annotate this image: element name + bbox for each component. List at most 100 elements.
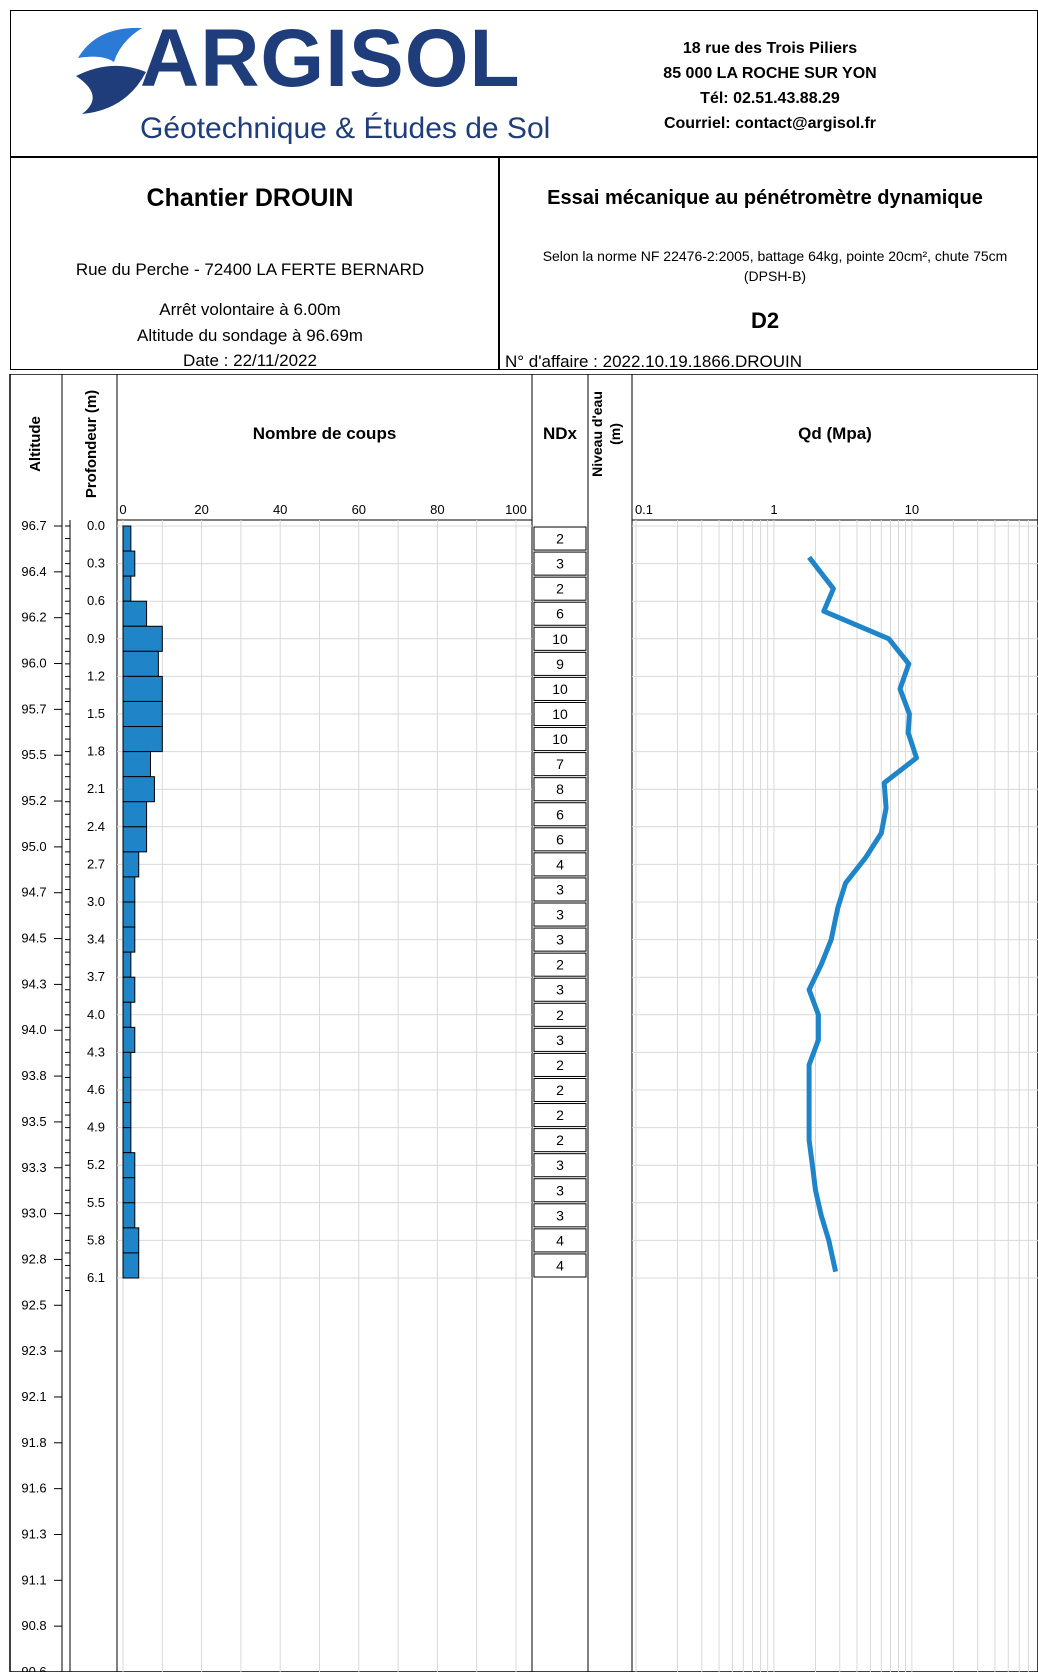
address-line: 18 rue des Trois Piliers xyxy=(682,40,858,57)
altitude-tick-label: 92.5 xyxy=(21,1297,46,1312)
ndx-value: 10 xyxy=(552,706,568,722)
ndx-cell xyxy=(533,1178,587,1203)
altitude-tick-label: 91.8 xyxy=(21,1435,46,1450)
depth-tick-label: 4.0 xyxy=(87,1007,105,1022)
ndx-cell xyxy=(533,576,587,601)
qd-tick-label: 10 xyxy=(905,502,919,517)
chantier-title: Chantier DROUIN xyxy=(146,184,354,212)
company-address: 18 rue des Trois Piliers 85 000 LA ROCHE… xyxy=(620,36,920,136)
coups-bar xyxy=(122,1127,132,1154)
altitude-tick-label: 92.1 xyxy=(21,1389,46,1404)
coups-tick-label: 0 xyxy=(119,502,126,517)
coups-bar xyxy=(122,976,136,1003)
depth-tick-label: 5.2 xyxy=(87,1157,105,1172)
ndx-cell xyxy=(533,1228,587,1253)
ndx-value: 2 xyxy=(556,531,564,547)
chart-labels: Altitude Profondeur (m) Nombre de coups NDx… xyxy=(21,390,919,1672)
chart-grid xyxy=(117,520,1038,1672)
coups-bar xyxy=(122,1051,132,1078)
niveau-header-unit: (m) xyxy=(607,423,623,445)
address-line: Courriel: contact@argisol.fr xyxy=(663,115,877,132)
logo-mark-icon xyxy=(76,27,146,114)
altitude-tick-label: 95.7 xyxy=(21,701,46,716)
coups-bar xyxy=(122,851,140,878)
coups-bar xyxy=(122,625,163,652)
coups-bar xyxy=(122,525,132,552)
ndx-cell xyxy=(533,877,587,902)
chantier-altitude: Altitude du sondage à 96.69m xyxy=(137,326,363,345)
depth-tick-label: 4.3 xyxy=(87,1044,105,1059)
depth-tick-label: 4.6 xyxy=(87,1082,105,1097)
coups-bar xyxy=(122,1102,132,1129)
ndx-cell xyxy=(533,727,587,752)
chart-border xyxy=(9,374,1038,1672)
ndx-cell xyxy=(533,626,587,651)
ndx-cell xyxy=(533,852,587,877)
profondeur-header: Profondeur (m) xyxy=(83,390,100,498)
depth-tick-label: 5.8 xyxy=(87,1232,105,1247)
depth-tick-label: 1.5 xyxy=(87,706,105,721)
ndx-cell xyxy=(533,952,587,977)
ndx-cell xyxy=(533,1002,587,1027)
coups-tick-label: 60 xyxy=(352,502,366,517)
ndx-value: 3 xyxy=(556,907,564,923)
ndx-value: 4 xyxy=(556,1257,564,1273)
altitude-tick-label: 95.5 xyxy=(21,747,46,762)
altitude-tick-label: 96.2 xyxy=(21,610,46,625)
ndx-cell xyxy=(533,777,587,802)
depth-tick-label: 3.0 xyxy=(87,894,105,909)
ndx-cell xyxy=(533,1153,587,1178)
depth-tick-label: 0.6 xyxy=(87,593,105,608)
depth-tick-label: 6.1 xyxy=(87,1270,105,1285)
coups-bar xyxy=(122,1202,136,1229)
coups-bar xyxy=(122,1001,132,1028)
ndx-cell xyxy=(533,1052,587,1077)
altitude-tick-label: 94.3 xyxy=(21,976,46,991)
depth-tick-label: 2.1 xyxy=(87,781,105,796)
altitude-tick-label: 94.7 xyxy=(21,885,46,900)
niveau-header: Niveau d'eau xyxy=(589,391,605,477)
ndx-header: NDx xyxy=(543,424,578,443)
ndx-value: 6 xyxy=(556,831,564,847)
depth-tick-label: 2.4 xyxy=(87,819,105,834)
ndx-value: 7 xyxy=(556,756,564,772)
depth-tick-label: 5.5 xyxy=(87,1195,105,1210)
ndx-cell xyxy=(533,1027,587,1052)
ndx-cell xyxy=(533,927,587,952)
coups-header: Nombre de coups xyxy=(253,424,397,443)
ndx-value: 6 xyxy=(556,806,564,822)
coups-bar xyxy=(122,876,136,903)
ndx-value: 6 xyxy=(556,606,564,622)
coups-bar xyxy=(122,1177,136,1204)
chantier-location: Rue du Perche - 72400 LA FERTE BERNARD xyxy=(75,260,425,279)
coups-bar xyxy=(122,1152,136,1179)
ndx-value: 3 xyxy=(556,1157,564,1173)
ndx-value: 4 xyxy=(556,1232,564,1248)
ndx-value: 3 xyxy=(556,1182,564,1198)
qd-tick-label: 1 xyxy=(770,502,777,517)
altitude-tick-label: 91.3 xyxy=(21,1526,46,1541)
depth-tick-label: 2.7 xyxy=(87,856,105,871)
depth-tick-label: 0.9 xyxy=(87,631,105,646)
ndx-cell xyxy=(533,977,587,1002)
ndx-value: 3 xyxy=(556,1207,564,1223)
depth-tick-label: 0.3 xyxy=(87,556,105,571)
ndx-value: 3 xyxy=(556,1032,564,1048)
ndx-value: 2 xyxy=(556,1057,564,1073)
ndx-value: 2 xyxy=(556,1007,564,1023)
qd-curve xyxy=(806,555,919,1273)
essai-id: D2 xyxy=(750,308,780,333)
depth-tick-label: 0.0 xyxy=(87,518,105,533)
coups-tick-label: 100 xyxy=(505,502,527,517)
coups-bar xyxy=(122,751,152,778)
ndx-cell xyxy=(533,1203,587,1228)
report-header: ARGISOL Géotechnique & Études de Sol 18 … xyxy=(0,0,1038,371)
depth-tick-label: 1.2 xyxy=(87,668,105,683)
ndx-value: 4 xyxy=(556,856,564,872)
ndx-cell xyxy=(533,676,587,701)
altitude-tick-label: 93.3 xyxy=(21,1160,46,1175)
logo-brand: ARGISOL xyxy=(140,13,521,104)
ndx-cell xyxy=(533,651,587,676)
coups-bar xyxy=(122,700,163,728)
coups-bar xyxy=(122,600,148,627)
